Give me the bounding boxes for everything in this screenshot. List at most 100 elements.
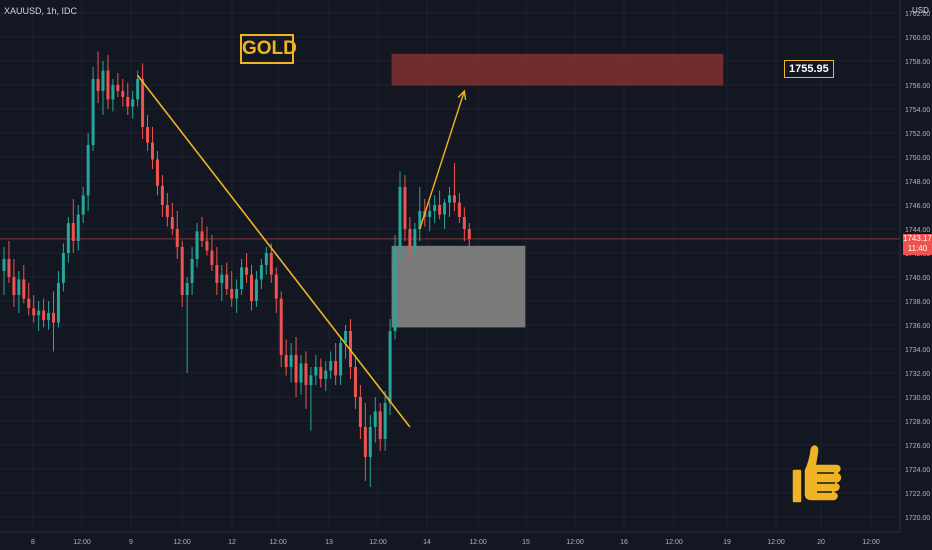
x-tick-label: 16 — [620, 539, 628, 546]
candle-body — [66, 223, 70, 253]
y-tick-label: 1740.00 — [905, 275, 930, 282]
candle — [309, 367, 313, 431]
last-price-tag: 1743.17 11:40 — [903, 234, 932, 255]
candle — [329, 351, 333, 379]
candle-body — [12, 277, 16, 295]
candle-body — [274, 274, 278, 299]
candle-body — [22, 279, 26, 299]
candle — [17, 271, 21, 313]
candle-body — [393, 247, 397, 331]
candle — [284, 339, 288, 376]
candle-body — [106, 70, 110, 100]
candle-body — [155, 159, 159, 186]
target-arrow — [419, 90, 466, 230]
candle — [146, 115, 150, 151]
candle-body — [205, 241, 209, 251]
candle — [220, 265, 224, 301]
candle-body — [448, 195, 451, 203]
candle — [235, 279, 239, 313]
candle — [413, 223, 417, 256]
x-tick-label: 12 — [228, 539, 236, 546]
candle-body — [363, 427, 367, 457]
candle-body — [329, 361, 333, 371]
y-tick-label: 1752.00 — [905, 131, 930, 138]
candle — [170, 202, 174, 235]
candle-body — [136, 79, 140, 100]
candle — [76, 205, 80, 251]
y-tick-label: 1746.00 — [905, 203, 930, 210]
candle — [160, 175, 164, 217]
candle — [452, 163, 456, 211]
candle — [185, 277, 189, 373]
candle — [289, 343, 293, 383]
candle-body — [269, 253, 273, 275]
y-tick-label: 1720.00 — [905, 515, 930, 522]
candle — [175, 211, 179, 259]
candle-body — [457, 202, 461, 217]
candle — [126, 82, 130, 115]
candle — [155, 151, 159, 196]
candle — [230, 271, 234, 307]
candle-body — [96, 79, 100, 91]
candle — [210, 235, 214, 271]
candle — [358, 385, 362, 439]
trend-line — [137, 74, 411, 428]
x-tick-label: 12:00 — [469, 539, 487, 546]
candle-body — [116, 85, 120, 91]
candle — [61, 243, 65, 292]
candle-body — [418, 211, 422, 229]
candle — [111, 79, 115, 112]
candle — [279, 291, 283, 367]
y-tick-label: 1738.00 — [905, 299, 930, 306]
candle-body — [294, 355, 298, 383]
candle — [42, 298, 46, 328]
candle-body — [284, 355, 288, 367]
candle — [52, 291, 55, 352]
candle — [165, 193, 169, 227]
candle — [294, 337, 298, 397]
y-tick-label: 1760.00 — [905, 35, 930, 42]
candle-body — [180, 247, 184, 295]
candle-body — [264, 253, 268, 265]
candle-body — [235, 289, 239, 299]
countdown-value: 11:40 — [907, 244, 928, 253]
candle-body — [358, 397, 362, 427]
candle-body — [344, 331, 348, 343]
candle — [32, 295, 36, 323]
candle — [71, 199, 75, 253]
candle-body — [91, 79, 95, 145]
candle-body — [200, 231, 204, 241]
candle — [7, 241, 11, 283]
price-axis[interactable]: 1762.00 1760.00 1758.00 1756.00 1754.00 1752.… — [899, 0, 930, 532]
candle-body — [121, 91, 125, 97]
candle — [269, 243, 273, 283]
candle — [180, 241, 184, 307]
time-axis[interactable]: 8 12:00 9 12:00 12 12:00 13 12:00 14 12:00 15 12:00… — [0, 531, 900, 546]
candle-body — [334, 361, 338, 376]
candle-body — [378, 411, 382, 439]
currency-label: USD — [912, 6, 929, 15]
candle-body — [190, 259, 194, 283]
candle — [334, 343, 338, 385]
candle — [225, 262, 229, 295]
y-tick-label: 1726.00 — [905, 443, 930, 450]
candle — [353, 355, 357, 409]
candle-body — [230, 289, 234, 299]
x-tick-label: 12:00 — [862, 539, 880, 546]
candle — [393, 235, 397, 340]
candle-body — [81, 195, 85, 215]
candle — [121, 79, 125, 107]
candle — [22, 265, 26, 304]
candle-body — [398, 187, 402, 247]
candle-body — [52, 313, 55, 323]
x-tick-label: 12:00 — [369, 539, 387, 546]
candle — [250, 265, 253, 311]
candle — [314, 355, 318, 385]
candle-body — [175, 229, 179, 247]
candle — [467, 223, 471, 247]
candle-body — [185, 283, 189, 295]
last-price-value: 1743.17 — [903, 234, 932, 243]
candle-body — [353, 367, 357, 397]
candle-body — [17, 279, 21, 295]
